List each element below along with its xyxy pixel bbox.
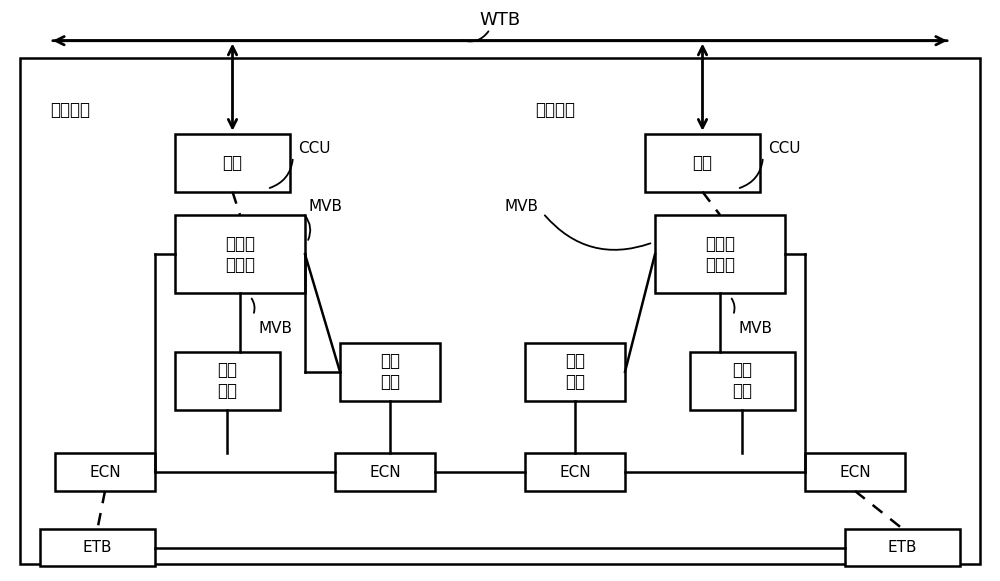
- Text: 受控
设备: 受控 设备: [217, 361, 238, 400]
- Bar: [175, 352, 280, 410]
- Bar: [525, 453, 625, 491]
- Text: 动力单元: 动力单元: [50, 102, 90, 119]
- Text: 中央控
制单元: 中央控 制单元: [705, 235, 735, 274]
- Bar: [55, 453, 155, 491]
- Text: ETB: ETB: [83, 540, 112, 555]
- Text: CCU: CCU: [768, 141, 800, 156]
- Bar: [335, 453, 435, 491]
- Bar: [20, 58, 980, 564]
- Bar: [175, 215, 305, 293]
- Text: MVB: MVB: [738, 321, 772, 336]
- Bar: [525, 343, 625, 401]
- Bar: [175, 134, 290, 192]
- Text: WTB: WTB: [479, 12, 521, 29]
- Text: ECN: ECN: [89, 465, 121, 479]
- Text: ECN: ECN: [369, 465, 401, 479]
- Text: 网关: 网关: [692, 154, 712, 171]
- Bar: [655, 215, 785, 293]
- Text: 网关: 网关: [222, 154, 242, 171]
- Text: 受控
设备: 受控 设备: [732, 361, 752, 400]
- Text: 受控
设备: 受控 设备: [565, 353, 585, 391]
- Bar: [340, 343, 440, 401]
- Bar: [690, 352, 795, 410]
- Text: 中央控
制单元: 中央控 制单元: [225, 235, 255, 274]
- Text: ECN: ECN: [839, 465, 871, 479]
- Bar: [40, 529, 155, 566]
- Text: 动力单元: 动力单元: [535, 102, 575, 119]
- Text: ETB: ETB: [888, 540, 917, 555]
- Bar: [805, 453, 905, 491]
- Text: MVB: MVB: [504, 199, 538, 214]
- Text: MVB: MVB: [258, 321, 292, 336]
- Text: 受控
设备: 受控 设备: [380, 353, 400, 391]
- Text: MVB: MVB: [308, 199, 342, 214]
- Bar: [845, 529, 960, 566]
- Bar: [645, 134, 760, 192]
- Text: ECN: ECN: [559, 465, 591, 479]
- Text: CCU: CCU: [298, 141, 330, 156]
